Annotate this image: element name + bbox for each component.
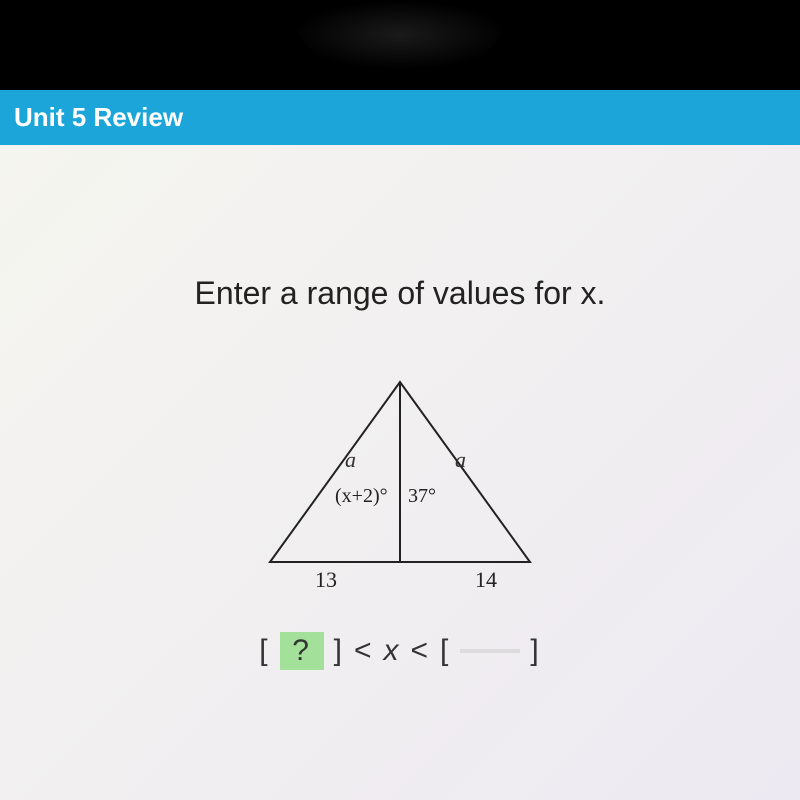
bracket-close-2: ] [530, 634, 540, 668]
lesson-header: Unit 5 Review [0, 90, 800, 145]
app-screen: Unit 5 Review Enter a range of values fo… [0, 0, 800, 800]
angle-right: 37° [408, 485, 436, 507]
camera-notch [290, 0, 510, 70]
less-than-1: < [354, 634, 374, 668]
label-a-right: a [455, 447, 466, 472]
answer-input-2[interactable] [460, 649, 520, 653]
less-than-2: < [411, 634, 431, 668]
answer-input-1[interactable]: ? [280, 632, 324, 670]
bracket-open-1: [ [259, 634, 269, 668]
bracket-open-2: [ [440, 634, 450, 668]
label-a-left: a [345, 447, 356, 472]
base-right: 14 [475, 567, 497, 592]
base-left: 13 [315, 567, 337, 592]
bracket-close-1: ] [334, 634, 344, 668]
problem-prompt: Enter a range of values for x. [195, 275, 606, 312]
problem-area: Enter a range of values for x. a a (x+2)… [0, 145, 800, 800]
device-bezel [0, 0, 800, 90]
variable-x: x [384, 634, 401, 668]
answer-row: [ ? ] < x < [ ] [259, 632, 540, 670]
angle-left: (x+2)° [335, 485, 388, 507]
lesson-title: Unit 5 Review [14, 102, 183, 132]
triangle-svg: a a (x+2)° 37° 13 14 [230, 362, 570, 592]
triangle-figure: a a (x+2)° 37° 13 14 [230, 362, 570, 592]
